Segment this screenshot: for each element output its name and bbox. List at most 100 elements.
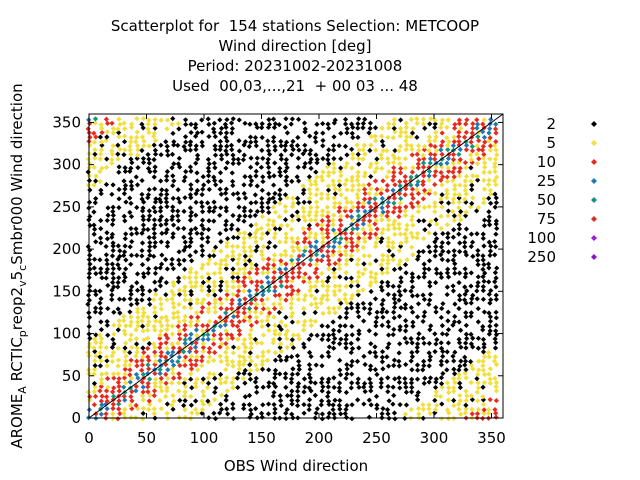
- data-point: [379, 301, 385, 308]
- data-point: [217, 186, 223, 192]
- data-point: [343, 164, 349, 170]
- data-point: [175, 279, 182, 285]
- data-point: [97, 178, 103, 185]
- data-point: [218, 401, 224, 407]
- data-point: [420, 164, 427, 170]
- data-point: [284, 392, 291, 399]
- data-point: [188, 139, 194, 145]
- data-point: [452, 182, 458, 189]
- data-point: [493, 328, 499, 334]
- data-point: [319, 177, 326, 183]
- data-point: [332, 260, 338, 267]
- data-point: [266, 227, 272, 233]
- data-point: [366, 200, 372, 206]
- data-point: [432, 138, 438, 144]
- data-point: [182, 239, 188, 245]
- data-point: [296, 269, 302, 276]
- data-point: [296, 274, 302, 280]
- data-point: [348, 199, 355, 206]
- data-point: [468, 331, 474, 337]
- data-point: [355, 288, 361, 294]
- data-point: [284, 354, 290, 360]
- data-point: [390, 257, 396, 263]
- data-point: [295, 235, 301, 241]
- data-point: [486, 218, 492, 224]
- data-point: [337, 367, 343, 373]
- data-point: [289, 388, 295, 394]
- data-point: [175, 213, 181, 219]
- data-point: [463, 165, 469, 171]
- data-point: [145, 362, 151, 368]
- data-point: [200, 186, 206, 192]
- data-point: [163, 314, 169, 320]
- data-point: [164, 203, 170, 210]
- data-point: [403, 138, 409, 144]
- data-point: [115, 327, 121, 333]
- data-point: [104, 266, 111, 272]
- data-point: [222, 257, 229, 263]
- data-point: [367, 218, 373, 224]
- data-point: [319, 323, 325, 329]
- data-point: [200, 336, 206, 343]
- data-point: [397, 231, 404, 237]
- data-point: [200, 262, 206, 268]
- data-point: [349, 402, 355, 408]
- data-point: [420, 116, 427, 122]
- data-point: [374, 314, 380, 321]
- data-point: [300, 252, 306, 258]
- data-point: [319, 363, 325, 369]
- data-point: [146, 341, 152, 347]
- data-point: [91, 182, 97, 188]
- data-point: [218, 239, 224, 245]
- data-point: [223, 393, 229, 399]
- data-point: [302, 142, 308, 148]
- data-point: [135, 152, 141, 158]
- data-point: [432, 173, 438, 179]
- data-point: [200, 344, 206, 351]
- data-point: [312, 318, 319, 324]
- data-point: [240, 361, 247, 368]
- data-point: [134, 358, 140, 364]
- data-point: [289, 337, 295, 343]
- data-point: [253, 173, 259, 179]
- data-point: [320, 156, 326, 162]
- data-point: [458, 358, 464, 364]
- data-point: [307, 262, 313, 268]
- data-point: [438, 161, 444, 167]
- data-point: [314, 204, 320, 210]
- data-point: [356, 161, 362, 167]
- data-point: [188, 291, 194, 298]
- data-point: [219, 156, 225, 162]
- data-point: [295, 164, 301, 170]
- data-point: [367, 164, 373, 170]
- data-point: [301, 322, 307, 328]
- data-point: [410, 165, 416, 171]
- data-point: [242, 296, 248, 302]
- data-point: [140, 416, 146, 422]
- data-point: [331, 204, 338, 210]
- data-point: [188, 322, 194, 329]
- data-point: [409, 376, 415, 382]
- data-point: [402, 156, 408, 162]
- data-point: [175, 195, 181, 202]
- data-point: [158, 178, 164, 184]
- data-point: [230, 256, 236, 263]
- data-point: [450, 283, 456, 289]
- data-point: [176, 155, 182, 161]
- data-point: [283, 415, 289, 422]
- data-point: [139, 323, 146, 329]
- data-point: [492, 169, 498, 175]
- data-point: [230, 278, 236, 284]
- data-point: [199, 117, 205, 123]
- data-point: [175, 323, 181, 330]
- data-point: [397, 327, 403, 333]
- data-point: [253, 362, 259, 368]
- data-point: [278, 348, 284, 355]
- data-point: [242, 380, 248, 386]
- data-point: [362, 190, 368, 197]
- data-point: [480, 231, 486, 237]
- data-point: [278, 138, 284, 145]
- data-point: [421, 218, 427, 224]
- data-point: [362, 170, 368, 176]
- data-point: [468, 313, 474, 319]
